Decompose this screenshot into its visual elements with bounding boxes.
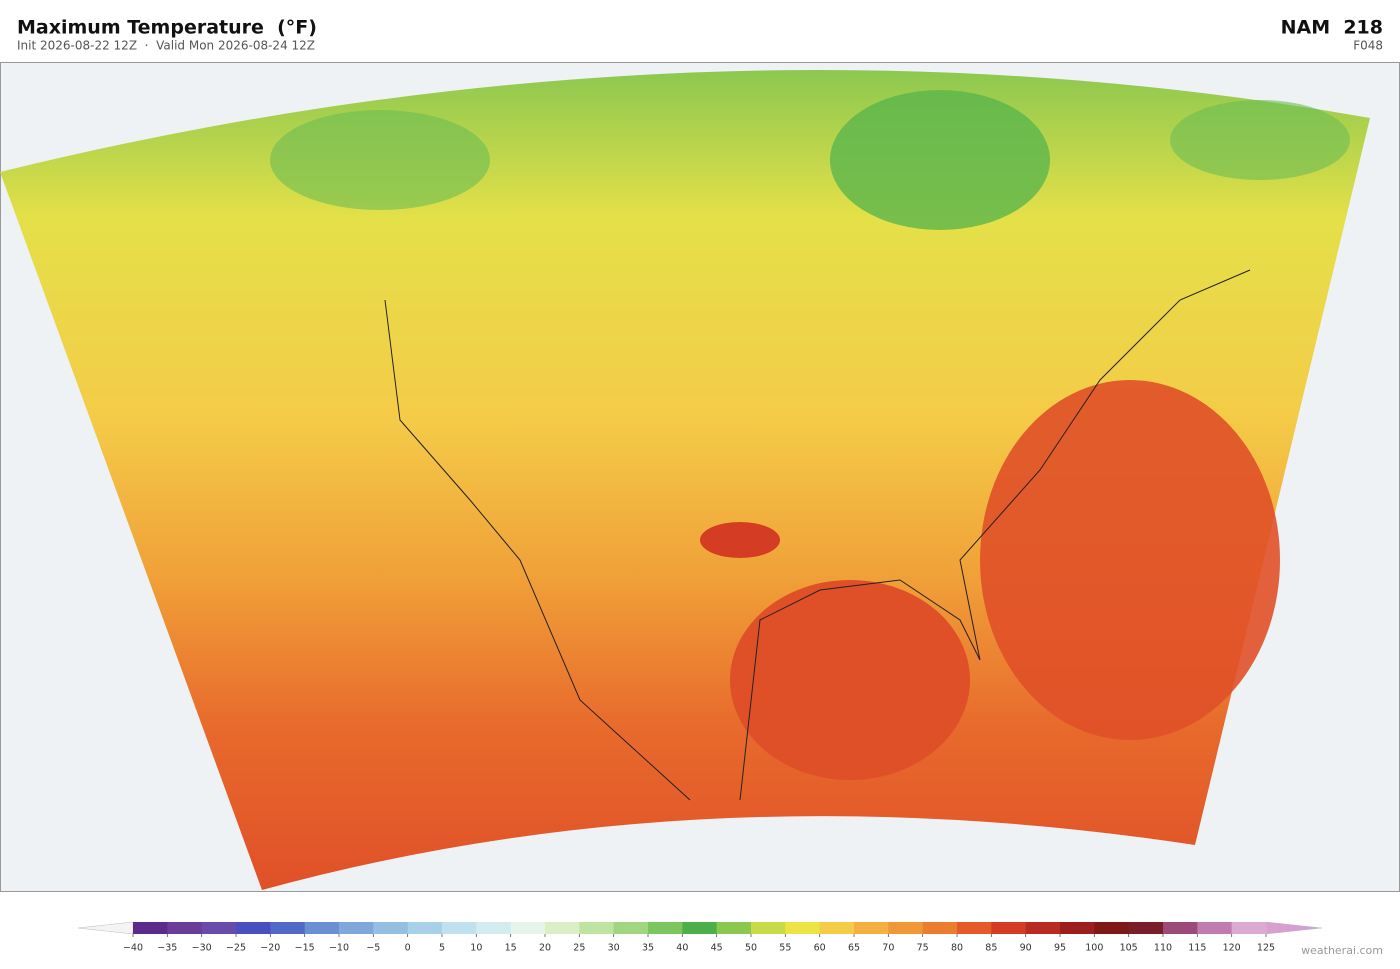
model-name: NAM 218 [1281, 17, 1383, 39]
colorbar-segment [579, 922, 615, 934]
colorbar-tick-label: 110 [1154, 943, 1172, 954]
colorbar-segment [1163, 922, 1198, 934]
colorbar-tick-label: 115 [1188, 943, 1206, 954]
colorbar-tick-label: −10 [329, 943, 349, 954]
colorbar-tick-label: 100 [1085, 943, 1103, 954]
colorbar-tick-label: 35 [642, 943, 654, 954]
colorbar-tick-label: −5 [366, 943, 380, 954]
colorbar-segment [167, 922, 203, 934]
colorbar-segment [270, 922, 306, 934]
colorbar-segment [201, 922, 237, 934]
colorbar-segment [339, 922, 374, 934]
colorbar-segment [957, 922, 992, 934]
colorbar-segment [407, 922, 443, 934]
colorbar-segment [442, 922, 477, 934]
colorbar-tick-label: 25 [573, 943, 585, 954]
colorbar-segment [133, 922, 168, 934]
colorbar-segment [648, 922, 683, 934]
credit: weatherai.com [1301, 944, 1383, 957]
colorbar-tick-label: −25 [226, 943, 246, 954]
cool-region [1170, 100, 1350, 180]
colorbar-segment [545, 922, 580, 934]
colorbar-tick-label: 90 [1020, 943, 1032, 954]
colorbar-segment [682, 922, 718, 934]
colorbar-tick-label: 70 [882, 943, 894, 954]
colorbar-tick-label: −35 [157, 943, 177, 954]
cool-region [830, 90, 1050, 230]
colorbar-segment [1094, 922, 1130, 934]
atlantic-region [980, 380, 1280, 740]
colorbar-segment [785, 922, 821, 934]
coastline [384, 269, 1251, 801]
gulf-region [730, 580, 970, 780]
colorbar-tick-label: 85 [985, 943, 997, 954]
map [0, 62, 1400, 892]
colorbar-segment [1025, 922, 1061, 934]
colorbar-tick-label: 95 [1054, 943, 1066, 954]
colorbar-tick-label: −30 [192, 943, 212, 954]
colorbar-tick-label: 5 [439, 943, 445, 954]
colorbar-tick-label: 80 [951, 943, 963, 954]
colorbar-segment [751, 922, 786, 934]
colorbar-segment [373, 922, 409, 934]
colorbar-segment [716, 922, 752, 934]
colorbar-tick-label: 30 [608, 943, 620, 954]
colorbar-tick-label: 105 [1120, 943, 1138, 954]
colorbar-tick-label: −15 [295, 943, 315, 954]
colorbar-segment [888, 922, 924, 934]
colorbar-segment [819, 922, 855, 934]
colorbar-tick-label: −20 [260, 943, 280, 954]
colorbar-tick-label: −40 [123, 943, 143, 954]
colorbar-segment [236, 922, 271, 934]
colorbar-segment [854, 922, 889, 934]
colorbar-segment [476, 922, 512, 934]
subtitle: Init 2026-08-22 12Z · Valid Mon 2026-08-… [17, 39, 315, 53]
title: Maximum Temperature (°F) [17, 17, 317, 39]
cool-region [270, 110, 490, 210]
colorbar-tick-label: 40 [676, 943, 688, 954]
colorbar-segment [991, 922, 1027, 934]
colorbar-tick-label: 20 [539, 943, 551, 954]
colorbar-tick-label: 10 [470, 943, 482, 954]
colorbar: −40 −35 −30 −25 −20 −15 −10 −5 0 5 10 15 20 25 30 35 40 4… [77, 921, 1323, 954]
colorbar-tick-label: 60 [814, 943, 826, 954]
colorbar-segment [1231, 922, 1267, 934]
forecast-hour: F048 [1353, 39, 1383, 53]
colorbar-tick-label: 15 [505, 943, 517, 954]
colorbar-segment [304, 922, 340, 934]
colorbar-segment [1060, 922, 1095, 934]
colorbar-tick-label: 55 [779, 943, 791, 954]
colorbar-tick-label: 65 [848, 943, 860, 954]
hot-region [700, 522, 780, 558]
colorbar-tick-label: 50 [745, 943, 757, 954]
colorbar-segment [613, 922, 649, 934]
colorbar-tick-label: 75 [917, 943, 929, 954]
colorbar-tick-label: 125 [1257, 943, 1275, 954]
colorbar-segment [1128, 922, 1164, 934]
colorbar-tick-label: 0 [405, 943, 411, 954]
colorbar-segment [1197, 922, 1233, 934]
colorbar-tick-label: 45 [711, 943, 723, 954]
colorbar-segment [510, 922, 546, 934]
colorbar-tick-label: 120 [1223, 943, 1241, 954]
colorbar-segment [922, 922, 958, 934]
